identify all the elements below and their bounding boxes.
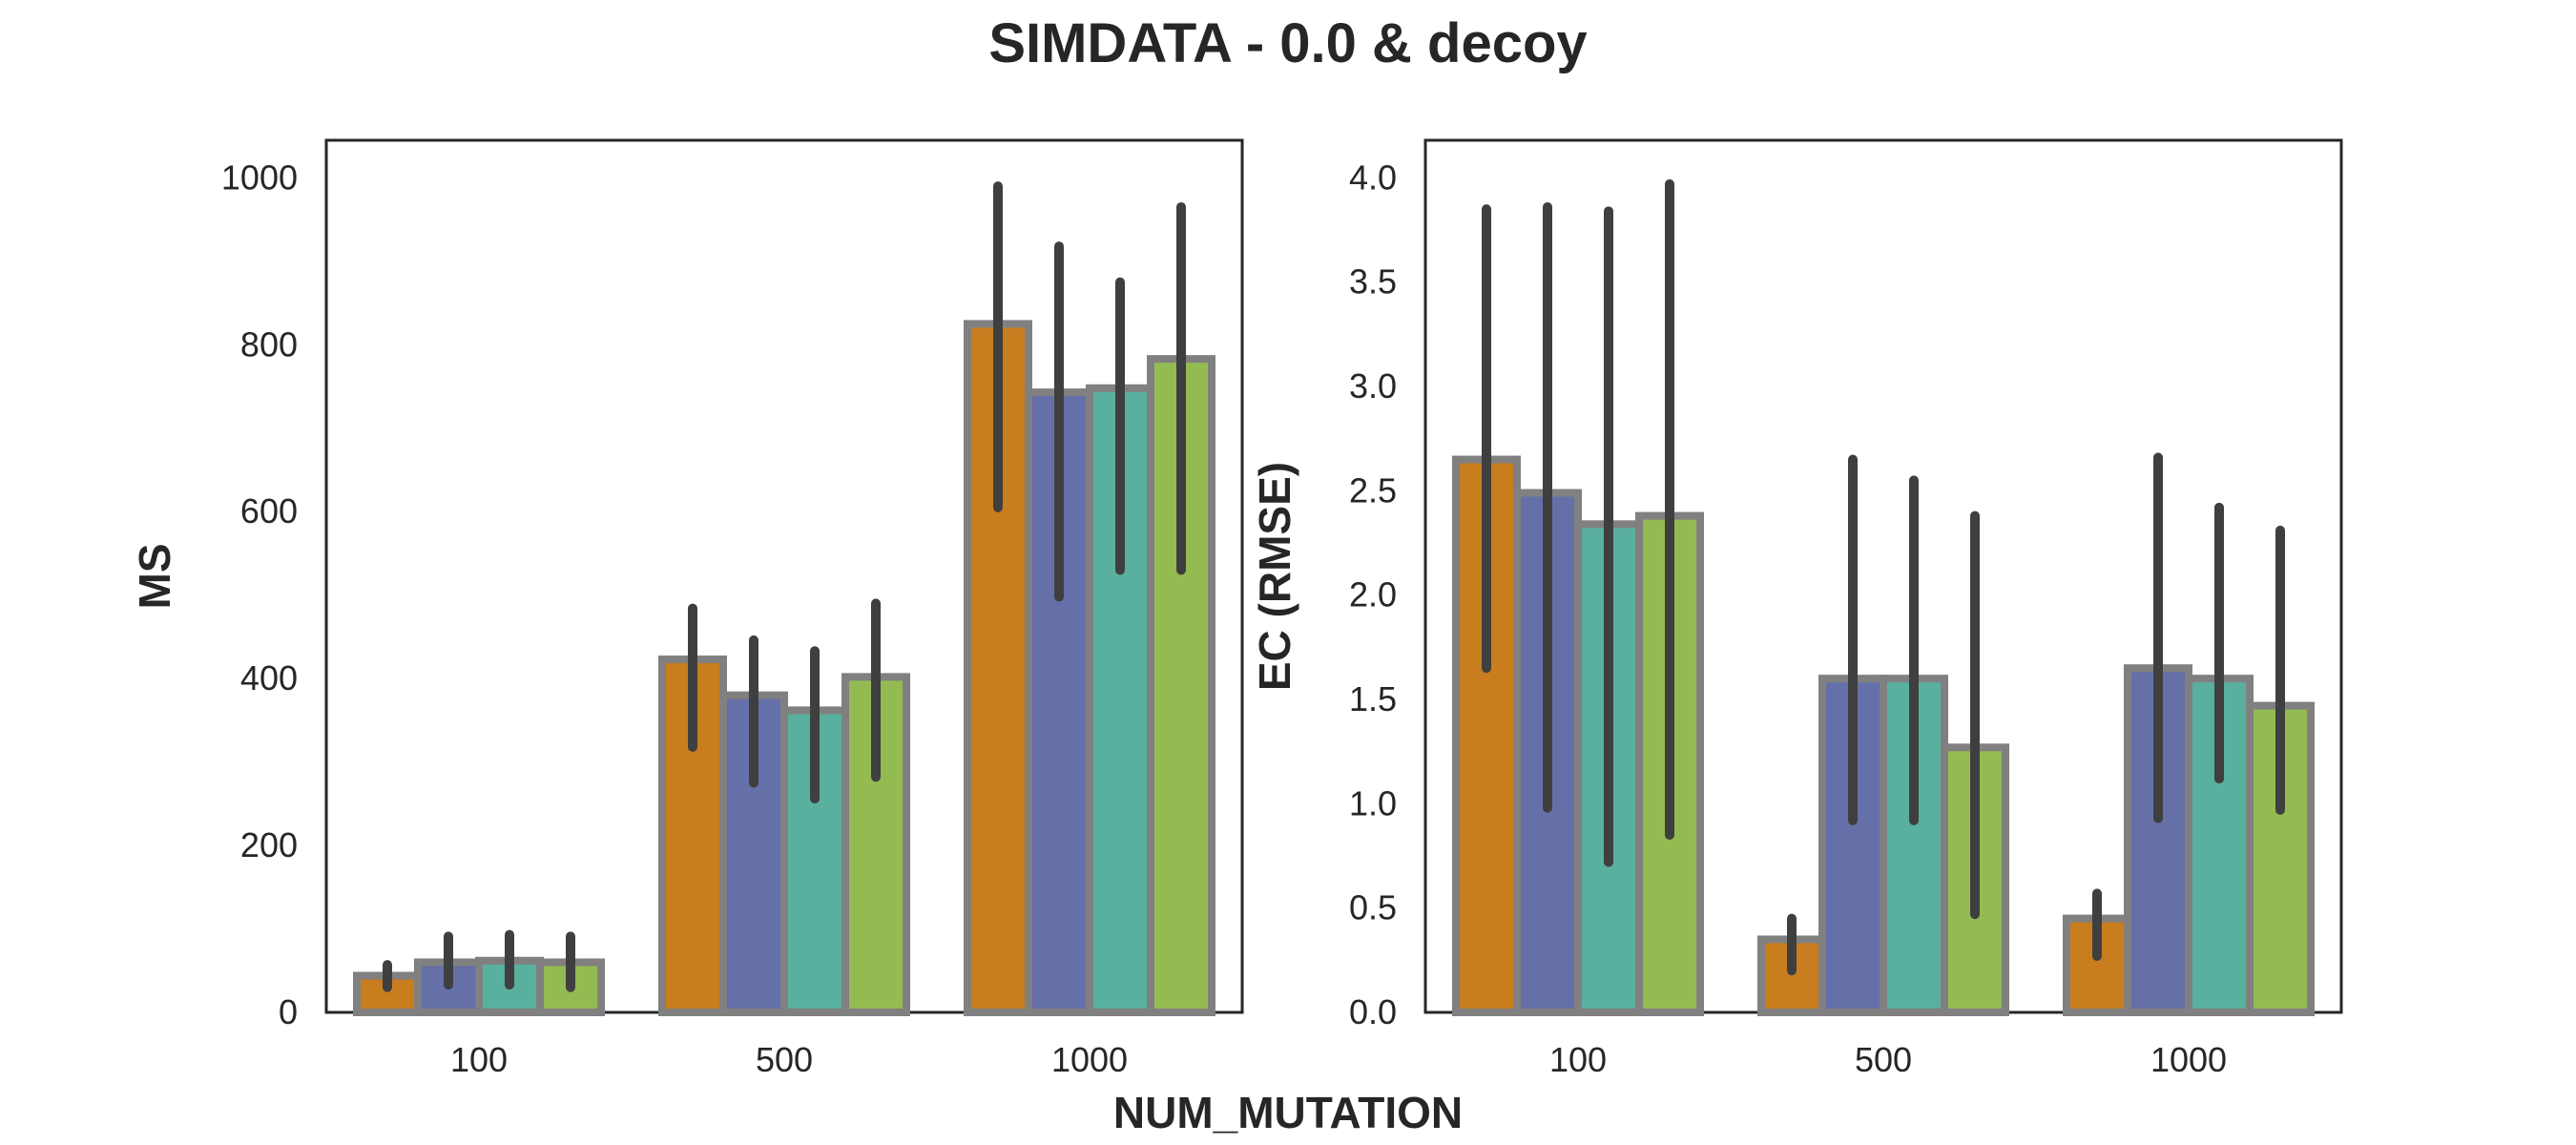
y-tick-label: 2.5 — [1349, 470, 1397, 510]
x-axis-label: NUM_MUTATION — [1113, 1088, 1463, 1137]
x-tick-label: 100 — [1549, 1040, 1607, 1079]
x-tick-label: 1000 — [2150, 1040, 2227, 1079]
y-tick-label: 3.0 — [1349, 366, 1397, 406]
y-tick-label: 4.0 — [1349, 157, 1397, 197]
y-tick-label: 1.0 — [1349, 783, 1397, 822]
y-axis-label: EC (RMSE) — [1250, 462, 1299, 691]
y-tick-label: 1000 — [221, 157, 298, 197]
chart-title: SIMDATA - 0.0 & decoy — [988, 12, 1587, 74]
y-axis-label: MS — [130, 544, 179, 610]
y-tick-label: 200 — [240, 825, 298, 864]
y-tick-label: 2.0 — [1349, 575, 1397, 614]
x-tick-label: 100 — [450, 1040, 508, 1079]
y-tick-label: 0.5 — [1349, 888, 1397, 927]
y-tick-label: 800 — [240, 324, 298, 364]
x-tick-label: 1000 — [1051, 1040, 1128, 1079]
panel-ec-rmse: 0.0 0.5 1.0 1.5 2.0 2.5 3.0 3.5 4.0 EC (RMSE) 100 5… — [1250, 138, 2343, 1079]
x-tick-label: 500 — [756, 1040, 813, 1079]
y-tick-label: 0 — [279, 992, 298, 1031]
y-tick-label: 1.5 — [1349, 679, 1397, 718]
panel-ms: 0 200 400 600 800 1000 MS 100 500 1000 — [130, 138, 1244, 1079]
x-tick-label: 500 — [1855, 1040, 1912, 1079]
y-tick-label: 0.0 — [1349, 992, 1397, 1031]
y-tick-label: 3.5 — [1349, 262, 1397, 302]
y-tick-label: 600 — [240, 491, 298, 531]
y-tick-label: 400 — [240, 658, 298, 697]
